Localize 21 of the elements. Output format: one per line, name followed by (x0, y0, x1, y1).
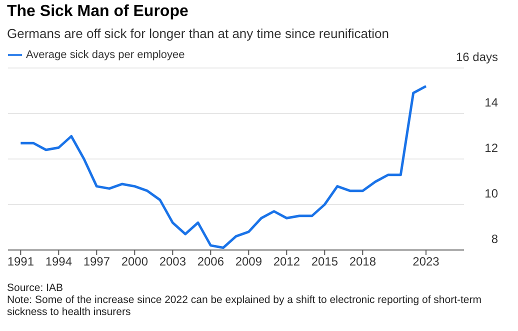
y-tick-label: 14 (484, 96, 498, 110)
x-tick-label: 2009 (235, 254, 262, 269)
x-tick-label: 2018 (349, 254, 376, 269)
chart-subtitle: Germans are off sick for longer than at any time since reunification (7, 26, 390, 41)
y-tick-label: 16 days (456, 50, 498, 64)
chart-title: The Sick Man of Europe (7, 3, 188, 21)
x-tick-label: 1994 (45, 254, 72, 269)
y-tick-label: 10 (484, 186, 498, 200)
x-tick-label: 2003 (159, 254, 186, 269)
x-tick-label: 1997 (83, 254, 110, 269)
text: Note: Some of the increase since 2022 can be explained by a shift to electronic reporting of short-term sickness to health insurers (7, 294, 483, 318)
x-tick-label: 1991 (7, 254, 34, 269)
source-note: Source: IAB (7, 282, 64, 294)
x-tick-label: 2023 (412, 254, 440, 269)
legend-label: Average sick days per employee (26, 48, 185, 61)
x-tick-label: 2012 (273, 254, 300, 269)
x-tick-label: 2006 (197, 254, 224, 269)
x-tick-label: 2015 (311, 254, 338, 269)
y-tick-label: 8 (491, 232, 498, 246)
y-tick-label: 12 (484, 141, 498, 155)
x-tick-label: 2000 (121, 254, 148, 269)
